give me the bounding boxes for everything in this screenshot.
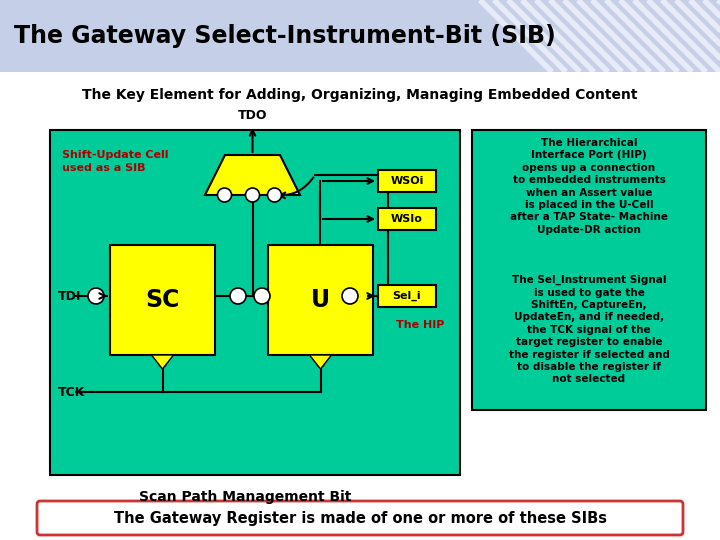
Bar xyxy=(378,170,436,192)
Text: TDI: TDI xyxy=(58,289,81,302)
Bar xyxy=(268,245,373,355)
Text: The Key Element for Adding, Organizing, Managing Embedded Content: The Key Element for Adding, Organizing, … xyxy=(82,88,638,102)
Circle shape xyxy=(217,188,232,202)
Circle shape xyxy=(254,288,270,304)
Bar xyxy=(0,0,720,72)
Polygon shape xyxy=(151,355,174,369)
Circle shape xyxy=(88,288,104,304)
Text: The HIP: The HIP xyxy=(396,320,444,330)
Bar xyxy=(0,72,720,540)
Text: Scan Path Management Bit: Scan Path Management Bit xyxy=(139,490,351,504)
Text: The Sel_Instrument Signal
is used to gate the
ShiftEn, CaptureEn,
UpdateEn, and : The Sel_Instrument Signal is used to gat… xyxy=(508,275,670,384)
Polygon shape xyxy=(310,355,331,369)
Text: TDO: TDO xyxy=(238,109,267,122)
Text: WSIo: WSIo xyxy=(391,214,423,224)
Bar xyxy=(472,130,706,410)
Text: TCK: TCK xyxy=(58,386,86,399)
Text: Shift-Update Cell
used as a SIB: Shift-Update Cell used as a SIB xyxy=(62,150,168,173)
Polygon shape xyxy=(205,155,300,195)
Bar xyxy=(378,208,436,230)
Text: SC: SC xyxy=(145,288,180,312)
Bar xyxy=(50,130,460,475)
Circle shape xyxy=(230,288,246,304)
Bar xyxy=(110,245,215,355)
Circle shape xyxy=(268,188,282,202)
Text: WSOi: WSOi xyxy=(390,176,423,186)
FancyBboxPatch shape xyxy=(37,501,683,535)
Text: The Gateway Register is made of one or more of these SIBs: The Gateway Register is made of one or m… xyxy=(114,510,606,525)
Text: Sel_i: Sel_i xyxy=(392,291,421,301)
Text: U: U xyxy=(311,288,330,312)
Circle shape xyxy=(342,288,358,304)
Circle shape xyxy=(246,188,259,202)
Text: The Hierarchical
Interface Port (HIP)
opens up a connection
to embedded instrume: The Hierarchical Interface Port (HIP) op… xyxy=(510,138,668,235)
Bar xyxy=(378,285,436,307)
Text: The Gateway Select-Instrument-Bit (SIB): The Gateway Select-Instrument-Bit (SIB) xyxy=(14,24,556,48)
